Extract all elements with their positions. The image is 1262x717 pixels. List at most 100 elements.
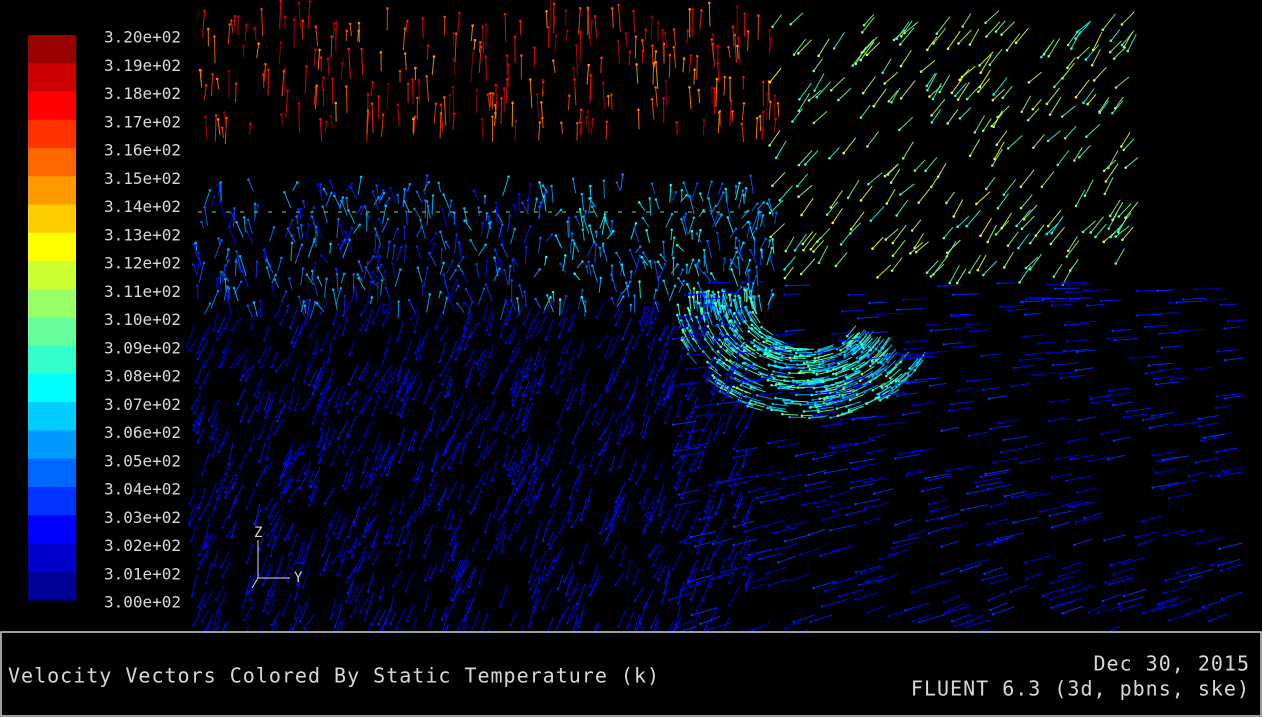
vector-head xyxy=(756,117,759,120)
vector-head xyxy=(835,265,838,268)
vector-head xyxy=(345,600,348,603)
vector-head xyxy=(538,205,541,208)
vector-head xyxy=(614,514,617,517)
vector-head xyxy=(194,242,197,245)
vector xyxy=(663,30,664,57)
vector-head xyxy=(294,617,297,620)
vector-head xyxy=(357,570,360,573)
vector-head xyxy=(228,70,231,73)
vector-head xyxy=(649,553,652,556)
vector xyxy=(260,301,261,317)
vector-head xyxy=(520,548,523,551)
vector-head xyxy=(578,562,581,565)
vector-head xyxy=(386,7,389,10)
vector-head xyxy=(302,586,305,589)
vector xyxy=(486,57,487,81)
vector-head xyxy=(1094,236,1097,239)
vector-head xyxy=(518,284,521,287)
vector xyxy=(606,122,607,140)
vector-head xyxy=(390,380,393,383)
vector-head xyxy=(637,109,640,112)
vector xyxy=(335,29,336,51)
vector-head xyxy=(712,307,715,310)
vector-head xyxy=(694,545,697,548)
vector-head xyxy=(806,490,809,493)
vector-head xyxy=(847,197,850,200)
vector-head xyxy=(597,345,600,348)
vector-head xyxy=(631,396,634,399)
vector-head xyxy=(1032,146,1035,149)
vector xyxy=(652,46,653,64)
vector-head xyxy=(541,458,544,461)
fluent-window: 3.20e+023.19e+023.18e+023.17e+023.16e+02… xyxy=(0,0,1262,717)
vector-head xyxy=(276,420,279,423)
vector-head xyxy=(890,181,893,184)
vector-head xyxy=(506,78,509,81)
vector-head xyxy=(710,391,713,394)
vector-head xyxy=(316,302,319,305)
vector-head xyxy=(1085,135,1088,138)
vector-head xyxy=(480,46,483,49)
vector-head xyxy=(889,377,892,380)
vector-head xyxy=(323,569,326,572)
vector-head xyxy=(342,451,345,454)
vector-head xyxy=(969,155,972,158)
vector-head xyxy=(204,116,207,119)
vector-head xyxy=(721,182,724,185)
vector-head xyxy=(372,255,375,258)
vector-head xyxy=(663,383,666,386)
vector-head xyxy=(625,348,628,351)
vector-head xyxy=(768,144,771,147)
vector-head xyxy=(683,57,686,60)
vector-head xyxy=(891,389,894,392)
vector-head xyxy=(734,295,737,298)
vector-head xyxy=(721,390,724,393)
vector-head xyxy=(503,465,506,468)
vector-head xyxy=(553,559,556,562)
vector-head xyxy=(686,417,689,420)
vector-head xyxy=(442,454,445,457)
vector-head xyxy=(228,516,231,519)
vector-head xyxy=(357,273,360,276)
vector-head xyxy=(451,259,454,262)
vector-head xyxy=(341,62,344,65)
vector-head xyxy=(264,416,267,419)
vector-head xyxy=(538,330,541,333)
vector-head xyxy=(565,9,568,12)
vector-head xyxy=(645,229,648,232)
vector-head xyxy=(495,261,498,264)
vector-head xyxy=(487,450,490,453)
vector-head xyxy=(548,26,551,29)
vector-head xyxy=(729,76,732,79)
vector-head xyxy=(736,45,739,48)
vector-head xyxy=(900,97,903,100)
vector-head xyxy=(646,334,649,337)
vector-head xyxy=(653,575,656,578)
vector-head xyxy=(207,519,210,522)
vector-head xyxy=(956,226,959,229)
vector-head xyxy=(675,624,678,627)
vector-head xyxy=(197,605,200,608)
vector-head xyxy=(869,365,872,368)
vector-head xyxy=(572,239,575,242)
vector-head xyxy=(245,593,248,596)
vector-head xyxy=(954,94,957,97)
vector-head xyxy=(389,623,392,626)
vector-head xyxy=(397,413,400,416)
vector-head xyxy=(437,508,440,511)
vector-head xyxy=(374,227,377,230)
vector-head xyxy=(622,414,625,417)
vector-head xyxy=(680,319,683,322)
vector-head xyxy=(346,402,349,405)
vector-head xyxy=(482,483,485,486)
vector-head xyxy=(412,118,415,121)
vector-head xyxy=(235,257,238,260)
vector-head xyxy=(213,35,216,38)
vector-head xyxy=(253,27,256,30)
vector-head xyxy=(1111,112,1114,115)
vector-head xyxy=(589,585,592,588)
vector-head xyxy=(357,543,360,546)
vector-head xyxy=(405,527,408,530)
vector-head xyxy=(871,378,874,381)
vector-head xyxy=(990,505,993,508)
